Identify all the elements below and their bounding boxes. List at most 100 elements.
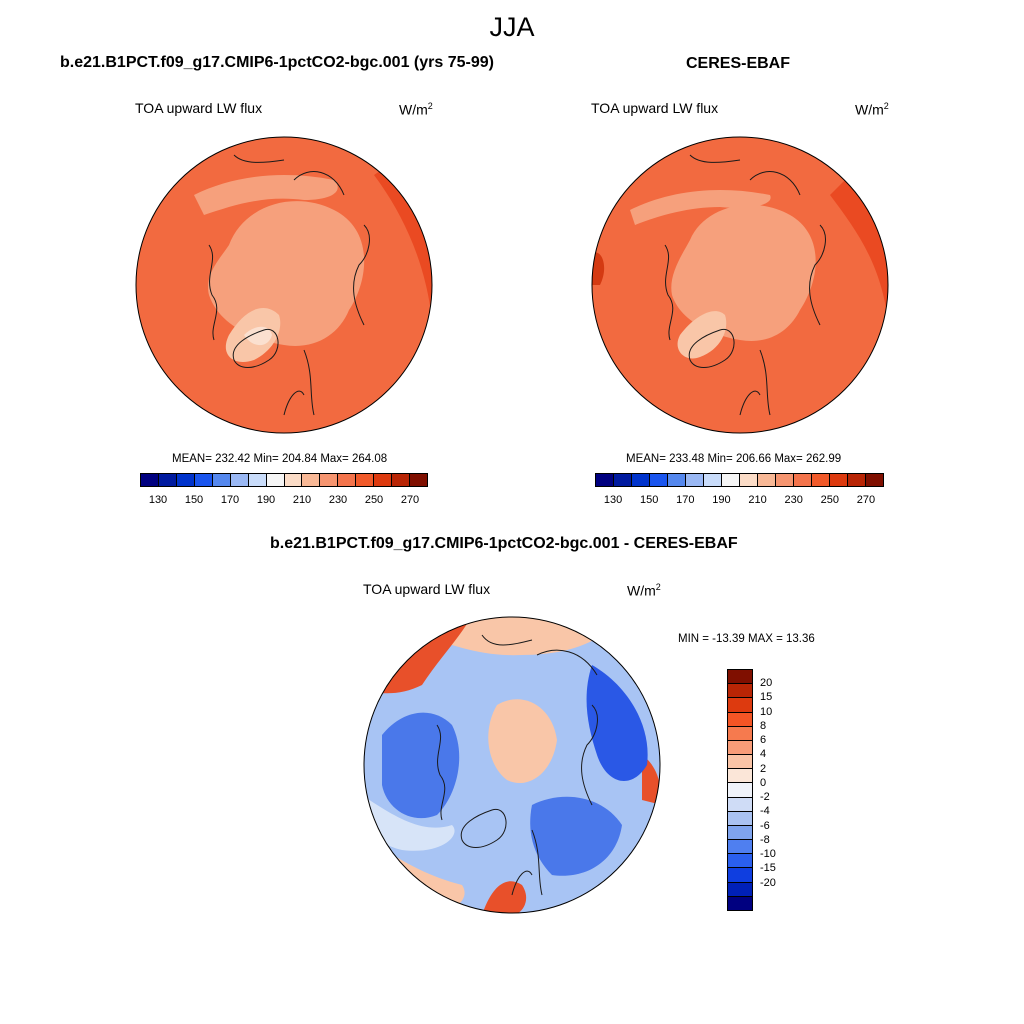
diff-units-label: W/m2 xyxy=(627,582,661,599)
diff-colorbar-tick-label: 0 xyxy=(760,776,767,789)
model-colorbar-swatch xyxy=(356,474,375,486)
model-colorbar xyxy=(140,473,428,487)
model-colorbar-swatch xyxy=(320,474,339,486)
obs-colorbar-swatch xyxy=(596,474,614,486)
obs-colorbar-tick-label: 210 xyxy=(748,494,767,506)
diff-colorbar-swatch xyxy=(728,854,752,869)
diff-stats: MIN = -13.39 MAX = 13.36 xyxy=(678,633,815,645)
diff-colorbar-tick-label: -4 xyxy=(760,805,770,818)
diff-map-coastlines xyxy=(436,634,598,896)
diff-map-blue-right xyxy=(586,665,648,782)
obs-colorbar-swatch xyxy=(614,474,632,486)
model-colorbar-tick-label: 230 xyxy=(328,494,348,506)
model-colorbar-swatch xyxy=(284,474,303,486)
diff-panel-title: b.e21.B1PCT.f09_g17.CMIP6-1pctCO2-bgc.00… xyxy=(270,535,738,552)
model-colorbar-tick-label: 270 xyxy=(400,494,420,506)
obs-colorbar-swatch xyxy=(794,474,812,486)
model-colorbar-swatch xyxy=(158,474,177,486)
obs-colorbar-tick-label: 250 xyxy=(820,494,839,506)
diff-colorbar-swatch xyxy=(728,896,752,910)
model-map-coastlines xyxy=(208,154,370,416)
season-title: JJA xyxy=(489,12,535,42)
diff-colorbar-swatch xyxy=(728,670,752,685)
diff-map-pale-strip xyxy=(364,795,455,851)
model-colorbar-tick-label: 210 xyxy=(292,494,312,506)
diff-colorbar-swatch xyxy=(728,712,752,727)
diff-colorbar-swatch xyxy=(728,882,752,897)
model-colorbar-swatch xyxy=(176,474,195,486)
diff-colorbar-tick-label: 15 xyxy=(760,691,773,704)
diff-colorbar-swatch xyxy=(728,740,752,756)
model-colorbar-tick-label: 190 xyxy=(256,494,276,506)
model-stats: MEAN= 232.42 Min= 204.84 Max= 264.08 xyxy=(172,453,388,465)
model-colorbar-tick-label: 250 xyxy=(364,494,384,506)
diff-colorbar-swatch xyxy=(728,783,752,798)
obs-map-arctic-region xyxy=(671,204,816,341)
obs-colorbar-tick-label: 190 xyxy=(712,494,731,506)
diff-map-blue-left xyxy=(382,712,460,819)
model-map-asia-band xyxy=(194,175,338,215)
model-colorbar-swatch xyxy=(212,474,231,486)
obs-colorbar-swatch xyxy=(848,474,866,486)
diff-colorbar-tick-label: -2 xyxy=(760,791,770,804)
obs-colorbar-swatch xyxy=(866,474,883,486)
model-map-arctic-region xyxy=(208,201,365,346)
obs-polar-map xyxy=(591,136,889,434)
model-colorbar-swatch xyxy=(194,474,213,486)
obs-units-label: W/m2 xyxy=(855,101,889,118)
model-colorbar-tick-label: 130 xyxy=(148,494,168,506)
obs-colorbar-swatch xyxy=(812,474,830,486)
obs-colorbar-swatch xyxy=(704,474,722,486)
obs-colorbar-swatch xyxy=(686,474,704,486)
model-colorbar-swatch xyxy=(392,474,411,486)
obs-colorbar-tick-label: 150 xyxy=(640,494,659,506)
obs-map-coastlines xyxy=(664,154,826,416)
diff-colorbar-swatch xyxy=(728,769,752,784)
obs-colorbar-swatch xyxy=(740,474,758,486)
obs-map-asia-band xyxy=(630,190,771,225)
obs-colorbar-swatch xyxy=(758,474,776,486)
model-colorbar-swatch xyxy=(374,474,393,486)
diff-colorbar-swatch xyxy=(728,755,752,770)
obs-colorbar-swatch xyxy=(722,474,740,486)
obs-map-greenland-region xyxy=(677,311,727,359)
diff-colorbar-swatch xyxy=(728,811,752,826)
obs-colorbar-swatch xyxy=(830,474,848,486)
obs-colorbar xyxy=(595,473,884,487)
model-colorbar-swatch xyxy=(141,474,159,486)
diff-colorbar-tick-label: -20 xyxy=(760,876,776,889)
diff-colorbar-tick-label: -6 xyxy=(760,819,770,832)
model-colorbar-swatch xyxy=(302,474,321,486)
diff-map-red-bottom xyxy=(482,881,527,913)
diff-colorbar-swatch xyxy=(728,684,752,699)
model-panel-title: b.e21.B1PCT.f09_g17.CMIP6-1pctCO2-bgc.00… xyxy=(60,54,494,71)
model-colorbar-swatch xyxy=(338,474,357,486)
obs-colorbar-swatch xyxy=(776,474,794,486)
model-units-label: W/m2 xyxy=(399,101,433,118)
obs-colorbar-tick-label: 270 xyxy=(856,494,876,506)
diff-colorbar-tick-label: 8 xyxy=(760,719,767,732)
obs-colorbar-tick-label: 230 xyxy=(784,494,803,506)
diff-colorbar-swatch xyxy=(728,840,752,855)
diff-colorbar-swatch xyxy=(728,825,752,841)
obs-panel-title: CERES-EBAF xyxy=(686,55,791,72)
diff-colorbar-tick-label: 2 xyxy=(760,762,767,775)
diff-colorbar-swatch xyxy=(728,698,752,713)
model-map-pale-spot xyxy=(244,326,272,346)
diff-polar-map xyxy=(363,616,661,914)
obs-variable-label: TOA upward LW flux xyxy=(591,100,719,116)
diff-colorbar-swatch xyxy=(728,797,752,812)
obs-colorbar-swatch xyxy=(668,474,686,486)
diff-colorbar-tick-label: 10 xyxy=(760,705,773,718)
diff-variable-label: TOA upward LW flux xyxy=(363,581,491,597)
diff-colorbar-tick-label: 6 xyxy=(760,734,767,747)
model-polar-map xyxy=(135,136,433,434)
diff-colorbar-tick-label: -10 xyxy=(760,848,776,861)
diff-colorbar-tick-label: 20 xyxy=(760,677,773,690)
diff-colorbar-swatch xyxy=(728,726,752,741)
obs-colorbar-tick-label: 170 xyxy=(676,494,695,506)
diff-colorbar-tick-label: 4 xyxy=(760,748,767,761)
model-colorbar-tick-label: 150 xyxy=(184,494,204,506)
model-colorbar-tick-label: 170 xyxy=(220,494,240,506)
diff-colorbar-tick-label: -8 xyxy=(760,833,770,846)
